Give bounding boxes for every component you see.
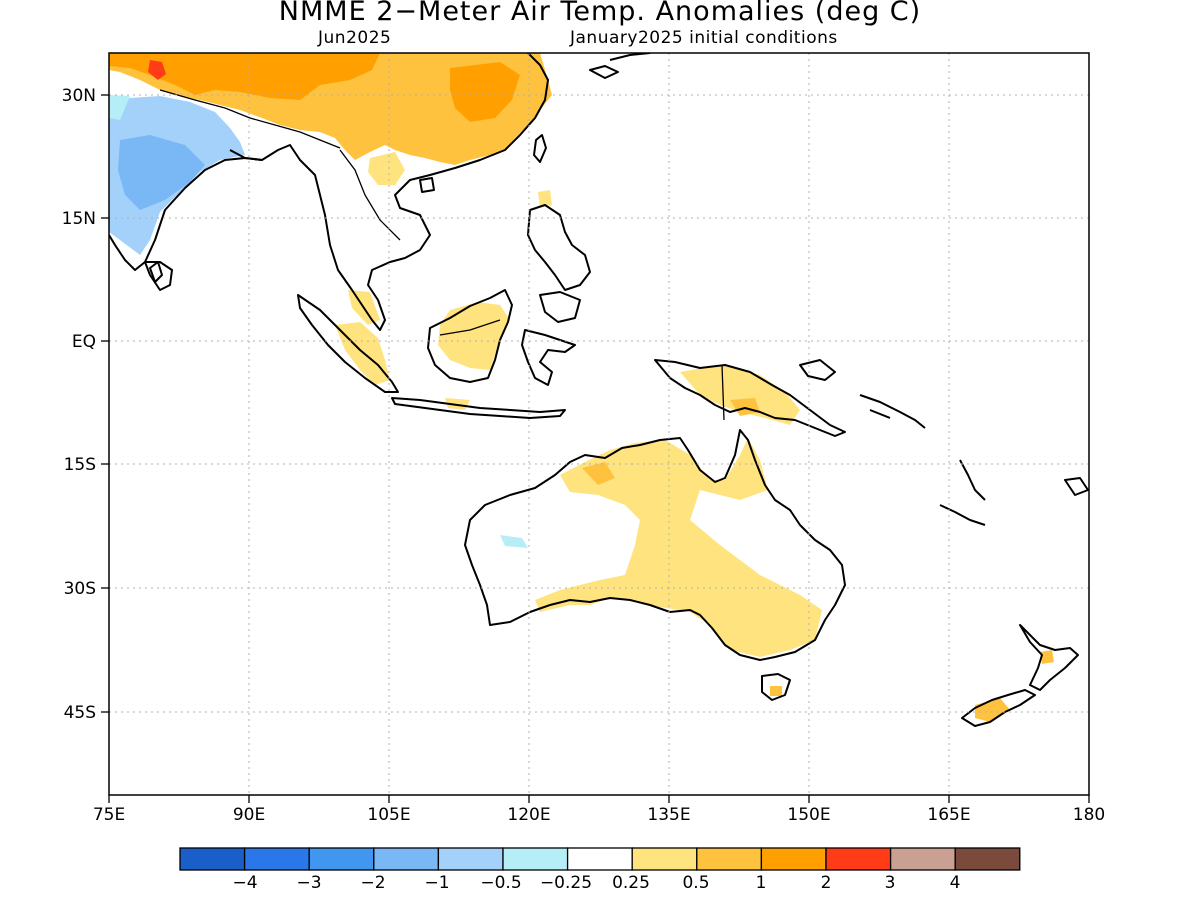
colorbar-label: −0.25 <box>540 873 592 893</box>
lon-label: 90E <box>233 805 265 825</box>
colorbar-label: −4 <box>232 873 257 893</box>
lon-label: 165E <box>927 805 970 825</box>
anomaly-region-wa-cool <box>500 535 528 548</box>
coast-new-caledonia <box>939 504 986 526</box>
lat-label: 15S <box>64 455 96 475</box>
lat-label: 30N <box>62 86 96 106</box>
colorbar-swatch <box>954 847 1021 871</box>
border-china-india <box>159 89 341 149</box>
anomaly-region-taiwan <box>538 190 552 207</box>
coast-nz-north <box>1019 624 1079 691</box>
lon-label: 180 <box>1073 805 1105 825</box>
lon-label: 75E <box>93 805 125 825</box>
coast-india-south <box>144 261 173 291</box>
colorbar-swatch <box>760 847 827 871</box>
lon-label: 120E <box>507 805 550 825</box>
lon-label: 135E <box>647 805 690 825</box>
coast-philippines-south <box>539 291 581 323</box>
anomaly-region-north-china <box>450 62 520 122</box>
colorbar-label: −3 <box>296 873 321 893</box>
lat-label: 15N <box>62 209 96 229</box>
colorbar-swatch <box>631 847 698 871</box>
coast-sri-lanka <box>149 261 163 283</box>
coast-java <box>391 397 566 419</box>
colorbar-swatch <box>889 847 956 871</box>
lat-label: 30S <box>64 579 96 599</box>
map-title: NMME 2−Meter Air Temp. Anomalies (deg C) <box>278 0 922 27</box>
forecast-month: Jun2025 <box>318 28 392 48</box>
anomaly-region-australia <box>535 438 822 657</box>
colorbar <box>179 847 1021 871</box>
coast-fiji <box>1064 477 1089 496</box>
colorbar-swatch <box>696 847 763 871</box>
coast-vanuatu <box>959 459 986 501</box>
colorbar-label: −0.5 <box>480 873 521 893</box>
coast-nz-south <box>961 689 1036 727</box>
anomaly-region-nz-north <box>1040 650 1054 664</box>
lon-label: 150E <box>787 805 830 825</box>
anomaly-region-indochina <box>368 152 405 185</box>
colorbar-swatch <box>243 847 310 871</box>
coast-tasmania <box>761 673 791 701</box>
lon-labels: 75E 90E 105E 120E 135E 150E 165E 180 <box>93 805 1105 825</box>
coast-solomons <box>859 394 926 429</box>
border-indochina <box>339 149 401 241</box>
coast-sulawesi <box>521 329 576 386</box>
colorbar-swatch <box>179 847 246 871</box>
coastlines <box>109 53 1089 727</box>
coast-hainan <box>419 177 435 193</box>
colorbar-label: 0.5 <box>682 873 709 893</box>
colorbar-label: 1 <box>756 873 767 893</box>
anomaly-hot-spot <box>148 60 166 80</box>
border-png <box>721 364 725 421</box>
plot-area <box>109 53 1089 795</box>
anomaly-region-australia-warmer <box>582 462 615 485</box>
colorbar-label: −1 <box>424 873 449 893</box>
colorbar-swatch <box>308 847 375 871</box>
anomaly-region-india-cooler <box>118 135 205 210</box>
coast-taiwan <box>533 134 547 163</box>
border-borneo <box>439 319 501 336</box>
coast-asia-mainland <box>109 53 549 331</box>
colorbar-labels: −4 −3 −2 −1 −0.5 −0.25 0.25 0.5 1 2 3 4 <box>232 873 960 893</box>
colorbar-swatch <box>437 847 504 871</box>
anomaly-region-borneo <box>438 302 510 370</box>
coast-borneo <box>427 289 513 383</box>
colorbar-label: 0.25 <box>612 873 650 893</box>
lon-axis <box>108 795 1090 803</box>
coast-bay-of-bengal <box>229 149 263 161</box>
lat-label: 45S <box>64 703 96 723</box>
colorbar-swatch <box>825 847 892 871</box>
coast-new-guinea <box>654 359 846 437</box>
colorbar-swatch <box>373 847 440 871</box>
graticule <box>109 53 1089 795</box>
lat-axis <box>101 94 109 713</box>
colorbar-swatch <box>502 847 569 871</box>
coast-sumatra <box>297 294 399 393</box>
anomaly-region-india-edge <box>109 95 130 120</box>
lat-labels: 30N 15N EQ 15S 30S 45S <box>62 86 96 723</box>
lon-label: 105E <box>367 805 410 825</box>
initial-conditions: January2025 initial conditions <box>570 28 838 48</box>
colorbar-label: 3 <box>885 873 896 893</box>
colorbar-label: 4 <box>950 873 961 893</box>
coast-australia <box>464 429 846 661</box>
colorbar-label: −2 <box>360 873 385 893</box>
coast-new-britain <box>799 359 836 381</box>
borders <box>159 89 725 421</box>
colorbar-label: 2 <box>821 873 832 893</box>
lat-label: EQ <box>72 332 96 352</box>
plot-frame <box>108 52 1090 796</box>
anomaly-region-tasmania <box>770 686 782 696</box>
anomaly-region-new-guinea <box>680 365 800 425</box>
colorbar-swatch <box>566 847 633 871</box>
anomaly-region-tibet <box>109 53 380 100</box>
